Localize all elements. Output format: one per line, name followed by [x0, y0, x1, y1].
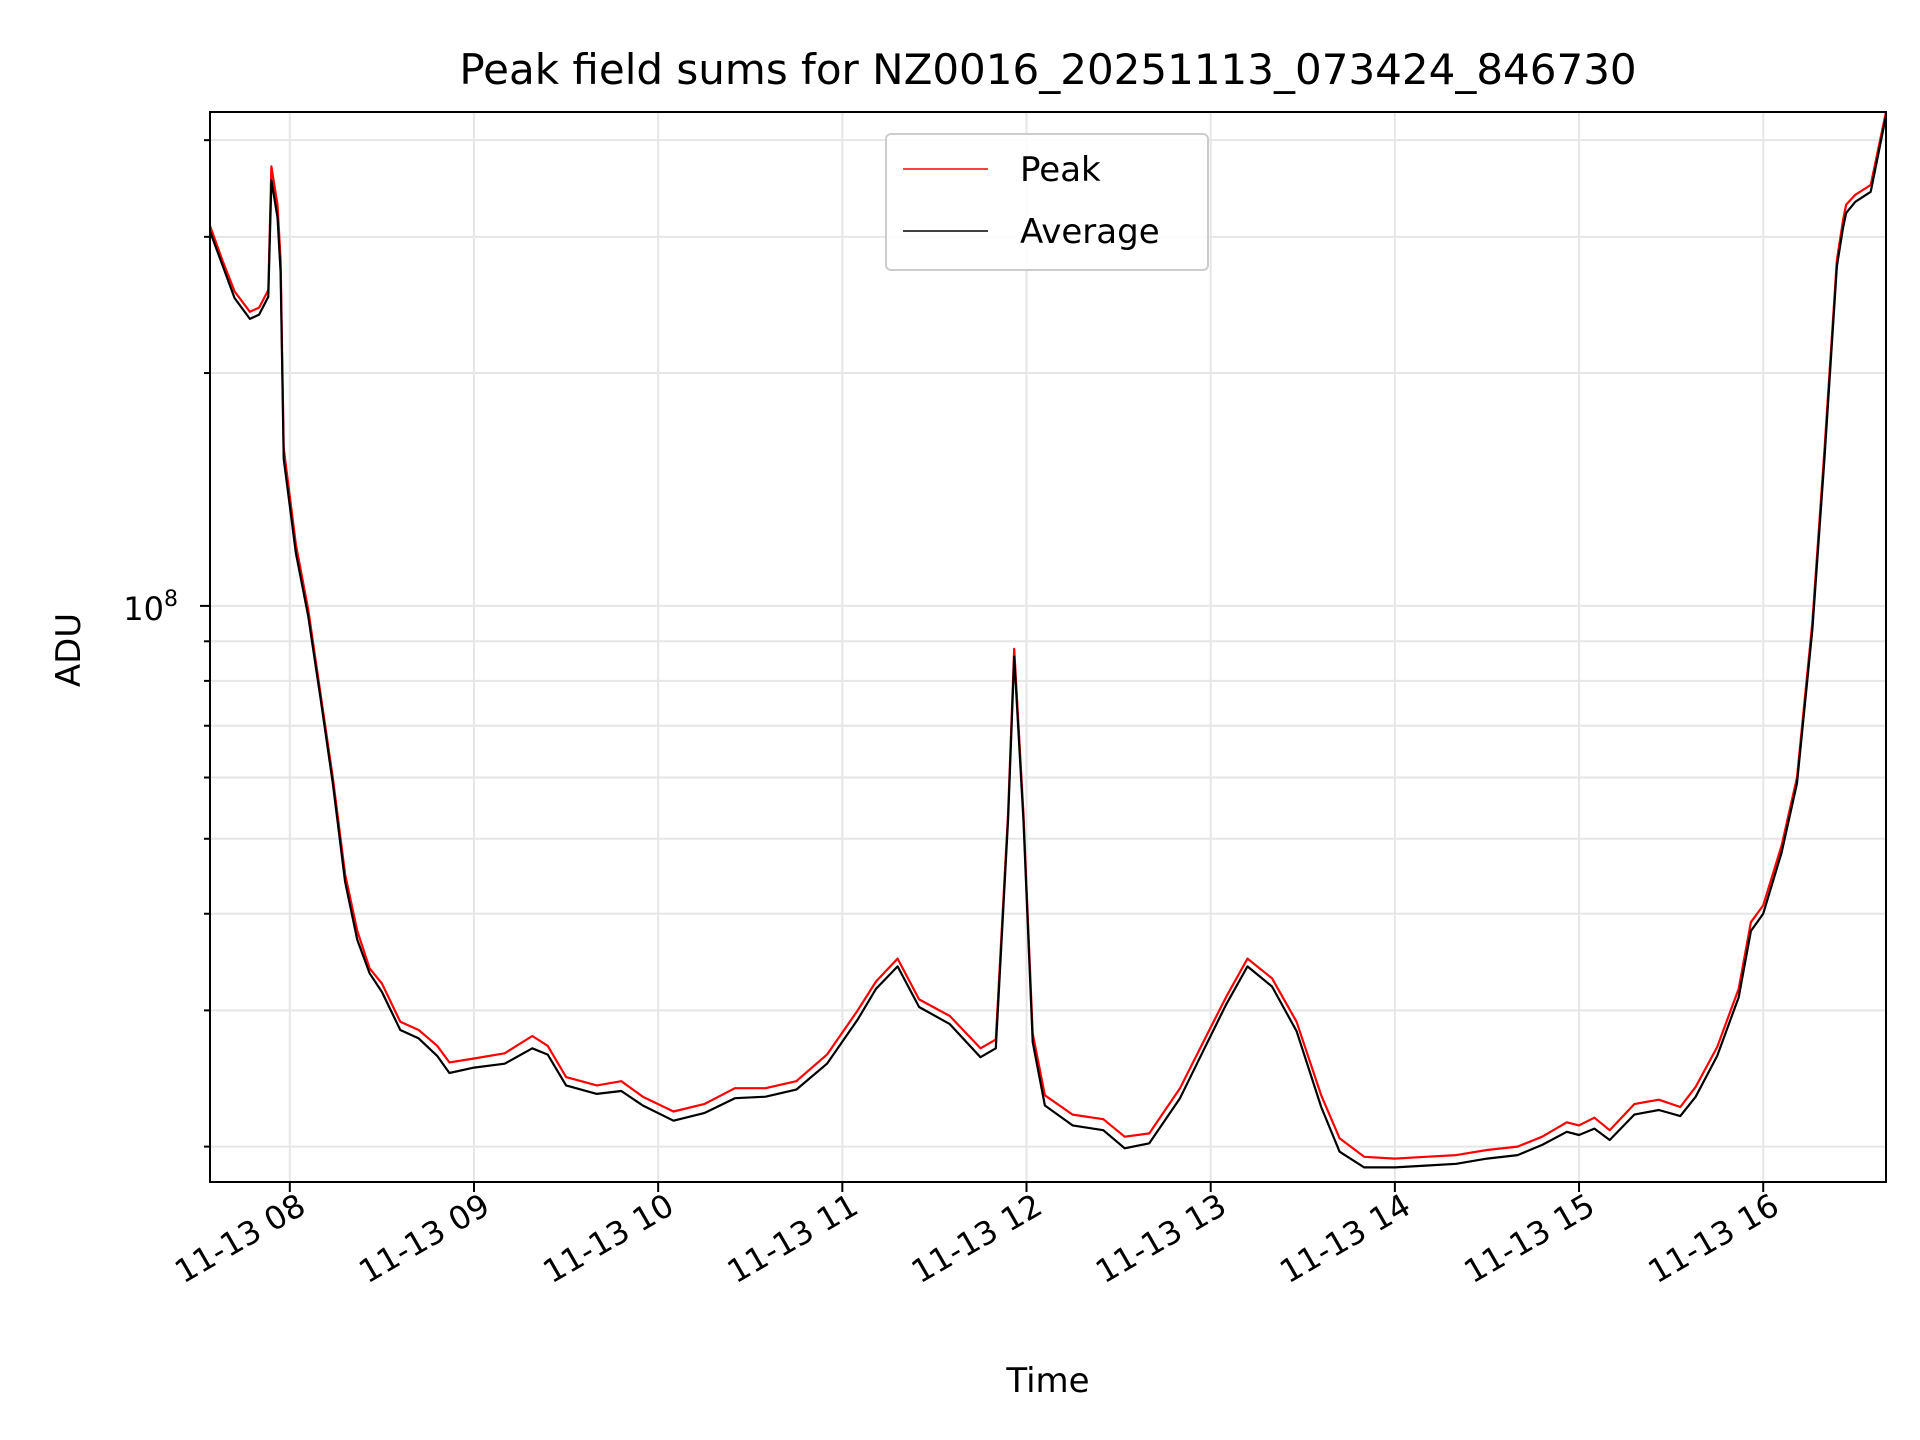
grid: [210, 112, 1886, 1182]
series-average-line: [210, 115, 1886, 1169]
chart-title: Peak field sums for NZ0016_20251113_0734…: [459, 45, 1636, 94]
plot-frame: [209, 111, 1887, 1183]
series-peak-line: [210, 112, 1886, 1160]
y-axis-label: ADU: [49, 613, 89, 687]
legend-average-label: Average: [1020, 212, 1160, 252]
legend-peak-label: Peak: [1020, 150, 1101, 190]
legend: Peak Average: [885, 133, 1209, 271]
legend-box: [885, 133, 1209, 271]
x-axis-label: Time: [1005, 1361, 1089, 1401]
y-tick-label: 108: [123, 587, 178, 628]
series-layer: [210, 112, 1886, 1169]
